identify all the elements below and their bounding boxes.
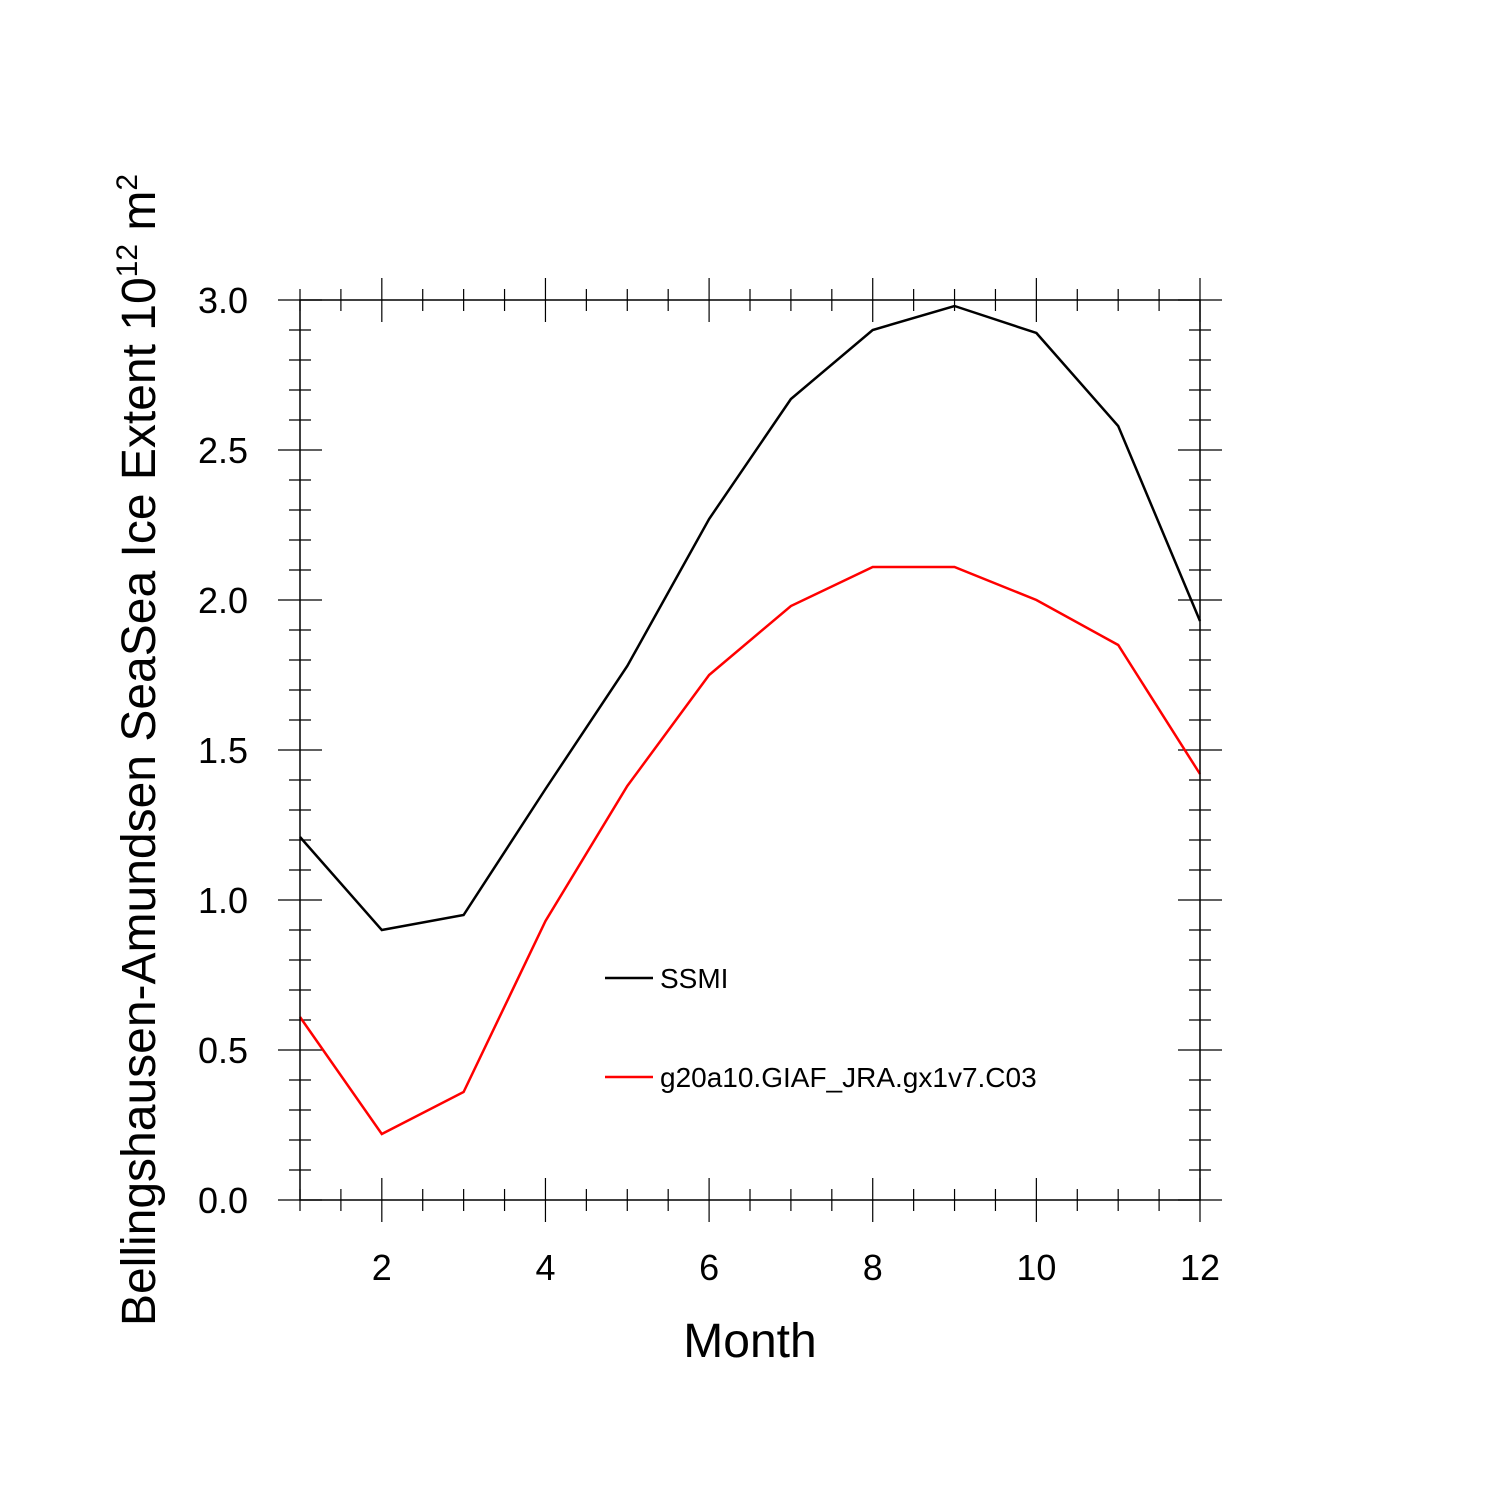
y-tick-label: 1.0 bbox=[198, 880, 248, 921]
y-tick-label: 2.5 bbox=[198, 430, 248, 471]
y-tick-label: 1.5 bbox=[198, 730, 248, 771]
legend: SSMI g20a10.GIAF_JRA.gx1v7.C03 bbox=[605, 963, 1037, 1093]
x-tick-label: 8 bbox=[863, 1247, 883, 1288]
x-tick-label: 10 bbox=[1016, 1247, 1056, 1288]
y-tick-label: 0.5 bbox=[198, 1030, 248, 1071]
y-axis-label: Bellingshausen-Amundsen SeaSea Ice Exten… bbox=[111, 174, 166, 1326]
plot-frame bbox=[299, 299, 1201, 1201]
y-axis-label-unit-exponent: 2 bbox=[111, 174, 144, 191]
y-axis-label-main: Bellingshausen-Amundsen SeaSea Ice Exten… bbox=[113, 277, 166, 1326]
legend-label-1: SSMI bbox=[660, 963, 728, 994]
y-axis-label-exponent: 12 bbox=[111, 244, 144, 277]
x-tick-label: 4 bbox=[535, 1247, 555, 1288]
x-axis-label: Month bbox=[683, 1315, 816, 1368]
y-axis-label-unit: m bbox=[113, 191, 166, 244]
y-tick-label: 2.0 bbox=[198, 580, 248, 621]
series-line-2 bbox=[298, 565, 1202, 1136]
legend-label-2: g20a10.GIAF_JRA.gx1v7.C03 bbox=[660, 1062, 1037, 1093]
x-tick-label: 6 bbox=[699, 1247, 719, 1288]
series-line-1 bbox=[299, 304, 1202, 932]
y-tick-label: 0.0 bbox=[198, 1180, 248, 1221]
series-lines bbox=[298, 304, 1202, 1136]
x-tick-label: 2 bbox=[372, 1247, 392, 1288]
x-tick-labels: 2 4 6 8 10 12 bbox=[372, 1247, 1220, 1288]
x-tick-label: 12 bbox=[1180, 1247, 1220, 1288]
y-tick-labels: 0.0 0.5 1.0 1.5 2.0 2.5 3.0 bbox=[198, 280, 248, 1221]
y-tick-label: 3.0 bbox=[198, 280, 248, 321]
